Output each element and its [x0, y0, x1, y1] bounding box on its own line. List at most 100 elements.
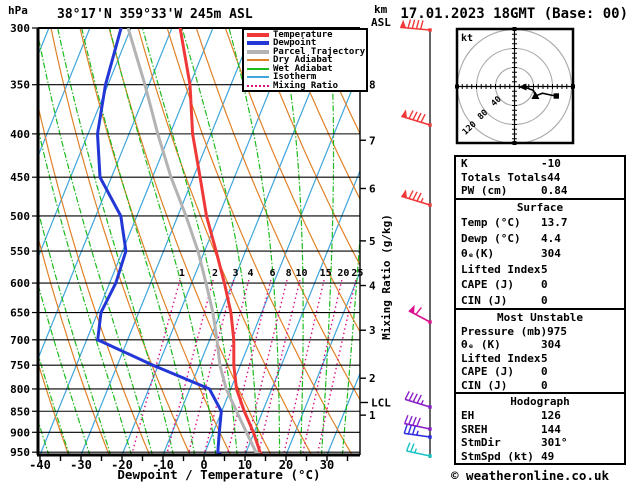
- km-tick-label: 8: [369, 79, 376, 92]
- wind-barb: [400, 19, 432, 32]
- isotherm-line: [203, 68, 360, 455]
- stats-value: 0.84: [541, 184, 568, 198]
- wind-barb-line: [412, 191, 418, 201]
- km-tick-label: 4: [369, 280, 376, 293]
- mixing-ratio-line: [243, 279, 288, 455]
- wind-barb-line: [411, 425, 417, 435]
- wind-barb-line: [403, 414, 409, 424]
- wind-barb-line: [408, 392, 414, 401]
- wet-adiabat-line: [38, 125, 133, 455]
- wind-barb-pennant: [400, 19, 407, 28]
- stats-value: 0: [541, 293, 548, 307]
- wind-barb-line: [415, 19, 420, 29]
- wind-barb-line: [408, 190, 414, 199]
- stats-label: Pressure (mb): [461, 325, 548, 338]
- page-title: 38°17'N 359°33'W 245m ASL: [57, 7, 253, 22]
- pressure-tick-label: 650: [10, 307, 30, 320]
- wind-barb-pennant: [401, 109, 408, 118]
- km-tick-label: 2: [369, 372, 376, 385]
- wind-barb-station-dot: [428, 28, 432, 32]
- wind-barb-column: [400, 19, 432, 458]
- pressure-tick-label: 350: [10, 79, 30, 92]
- temperature-tick-label: -30: [70, 458, 92, 472]
- km-tick-label: 5: [369, 235, 376, 248]
- mixing-ratio-value-label: 25: [351, 268, 363, 279]
- wind-barb-line: [408, 415, 413, 425]
- stats-value: 0: [541, 278, 548, 291]
- hodograph-ring-label: 40: [489, 94, 503, 108]
- wind-barb-station-dot: [428, 320, 432, 324]
- km-tick-label: 7: [369, 134, 376, 147]
- stats-value: 126: [541, 409, 561, 422]
- pressure-tick-label: 850: [10, 405, 30, 418]
- hodograph-ring-label: 80: [476, 108, 490, 122]
- mixing-ratio-line: [283, 279, 325, 455]
- pressure-tick-label: 550: [10, 245, 30, 258]
- stats-row: θₑ (K) 304: [456, 338, 624, 351]
- wind-barb-line: [420, 197, 424, 203]
- mixing-ratio-value-label: 15: [320, 268, 332, 279]
- stats-row: Lifted Index 5: [456, 352, 624, 365]
- mixing-ratio-line: [187, 279, 235, 455]
- pressure-tick-label: 600: [10, 277, 30, 290]
- mixing-ratio-value-label: 1: [179, 268, 185, 279]
- mixing-ratio-line: [301, 279, 343, 455]
- legend-label: Dry Adiabat: [273, 55, 333, 65]
- x-axis-caption: Dewpoint / Temperature (°C): [117, 467, 320, 482]
- stats-label: Dewp (°C): [461, 231, 521, 245]
- wind-barb-line: [407, 425, 412, 435]
- hodograph-square-marker: [553, 93, 559, 99]
- wet-adiabat-line: [0, 22, 8, 456]
- stats-row: StmSpd (kt) 49: [456, 450, 624, 464]
- hodograph-trace: [524, 86, 557, 98]
- stats-label: CIN (J): [461, 293, 508, 307]
- wind-barb-line: [412, 393, 418, 403]
- legend-swatch: [247, 59, 269, 61]
- stats-section-title: Surface: [516, 201, 564, 214]
- chart-axis-labels: 1 2 3 4 6 8 10 15 20 2530035040045050055060065070…: [10, 22, 391, 472]
- stats-row: Totals Totals 44: [456, 171, 624, 185]
- wind-barb-line: [416, 430, 419, 436]
- lcl-label: LCL: [371, 396, 391, 409]
- stats-value: 304: [541, 338, 561, 352]
- stats-row: Pressure (mb) 975: [456, 325, 624, 338]
- stats-label: Totals Totals: [461, 170, 548, 184]
- temperature-tick-label: 10: [238, 458, 252, 472]
- temperature-tick-label: -10: [152, 458, 174, 472]
- legend-swatch: [247, 41, 269, 45]
- stats-label: EH: [461, 409, 475, 422]
- wind-barb-line: [411, 19, 416, 29]
- legend-label: Temperature: [273, 29, 333, 40]
- stats-value: 975: [547, 325, 567, 338]
- stats-row: CIN (J) 0: [456, 293, 624, 309]
- legend-item: Temperature: [247, 29, 366, 40]
- wind-barb-line: [404, 391, 410, 400]
- stats-label: CAPE (J): [461, 278, 514, 291]
- stats-label: PW (cm): [461, 184, 508, 198]
- wind-barb-pennant: [408, 304, 415, 314]
- hodograph-ring-label: 120: [461, 120, 479, 138]
- stats-row: CAPE (J) 0: [456, 365, 624, 378]
- mixing-ratio-value-label: 10: [296, 268, 308, 279]
- stats-row: K -10: [456, 157, 624, 171]
- sounding-profiles: [95, 28, 264, 455]
- pressure-tick-label: 950: [10, 446, 30, 459]
- wind-barb: [408, 304, 432, 324]
- wind-barb-station-dot: [428, 454, 432, 458]
- pressure-tick-label: 750: [10, 359, 30, 372]
- wind-barb-line: [415, 306, 422, 315]
- legend-label: Wet Adiabat: [273, 63, 333, 74]
- legend-swatch: [247, 67, 269, 70]
- stats-value: 4.4: [541, 231, 561, 245]
- wet-adiabat-line: [38, 32, 154, 455]
- pressure-tick-label: 450: [10, 171, 30, 184]
- hodograph-border: [455, 27, 575, 145]
- stats-row: Dewp (°C) 4.4: [456, 231, 624, 247]
- stats-section: Most Unstable Pressure (mb) 975 θₑ (K) 304 Li…: [454, 308, 626, 394]
- copyright: © weatheronline.co.uk: [451, 468, 610, 483]
- hodograph-unit-label: kt: [461, 33, 473, 44]
- stats-section: Surface Temp (°C) 13.7 Dewp (°C) 4.4 θₑ(K) 304…: [454, 198, 626, 310]
- stats-label: StmDir: [461, 436, 501, 449]
- wind-barb-line: [420, 113, 426, 123]
